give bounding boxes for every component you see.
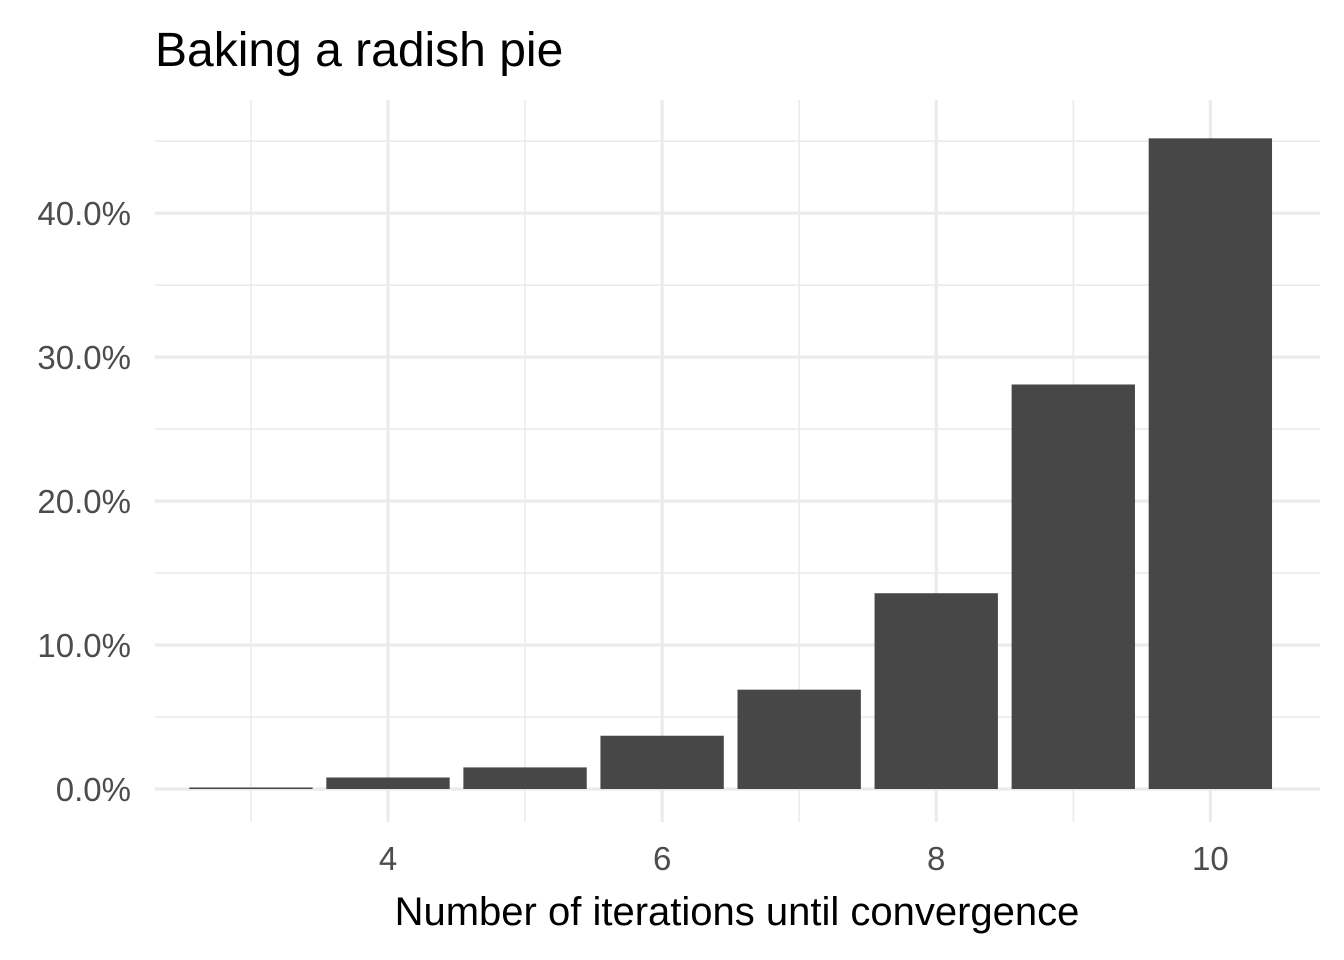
x-tick-label: 6 [653, 840, 671, 877]
bars [189, 138, 1273, 790]
y-tick-label: 20.0% [37, 483, 131, 520]
bar-10 [1148, 138, 1273, 790]
x-tick-label: 10 [1192, 840, 1229, 877]
bar-5 [463, 767, 587, 789]
bar-4 [326, 777, 450, 789]
x-tick-label: 8 [927, 840, 945, 877]
y-tick-label: 30.0% [37, 339, 131, 376]
chart-title: Baking a radish pie [155, 24, 563, 77]
y-axis-tick-labels: 0.0% 10.0% 20.0% 30.0% 40.0% [37, 195, 131, 808]
y-tick-label: 10.0% [37, 627, 131, 664]
x-axis-tick-labels: 4 6 8 10 [379, 840, 1229, 877]
x-axis-title: Number of iterations until convergence [395, 890, 1080, 934]
y-tick-label: 0.0% [56, 771, 131, 808]
bar-9 [1011, 384, 1135, 789]
bar-7 [737, 689, 861, 789]
bar-3 [189, 787, 313, 789]
bar-6 [600, 735, 724, 789]
y-tick-label: 40.0% [37, 195, 131, 232]
x-tick-label: 4 [379, 840, 397, 877]
bar-8 [874, 593, 998, 789]
